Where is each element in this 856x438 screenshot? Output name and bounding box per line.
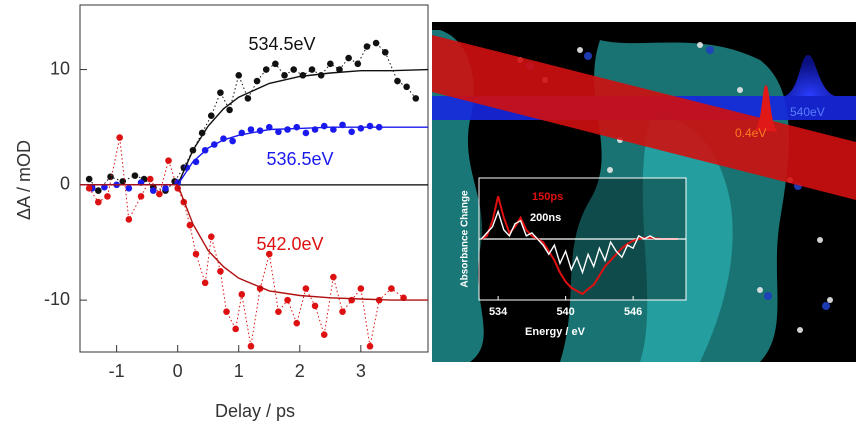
data-point xyxy=(388,285,395,292)
y-axis-label: ΔA / mOD xyxy=(14,140,34,220)
data-point xyxy=(126,185,133,192)
x-tick-label: 540 xyxy=(556,306,574,318)
series-annotation: 534.5eV xyxy=(248,34,315,54)
data-point xyxy=(95,199,102,206)
data-point xyxy=(238,291,245,298)
data-point xyxy=(303,130,310,137)
data-point xyxy=(321,331,328,338)
data-point xyxy=(245,95,252,102)
data-point xyxy=(382,49,389,56)
x-tick-label: 546 xyxy=(624,306,642,318)
data-point xyxy=(412,95,419,102)
data-point xyxy=(312,303,319,310)
data-point xyxy=(193,251,200,258)
data-point xyxy=(348,297,355,304)
data-point xyxy=(119,178,126,185)
data-point xyxy=(138,193,145,200)
data-point xyxy=(266,251,273,258)
data-point xyxy=(339,308,346,315)
y-tick-label: 0 xyxy=(60,174,70,194)
data-point xyxy=(284,297,291,304)
data-point xyxy=(232,326,239,333)
data-point xyxy=(254,78,261,85)
data-point xyxy=(373,40,380,47)
data-point xyxy=(272,60,279,67)
x-tick-label: 3 xyxy=(356,361,366,381)
data-point xyxy=(116,134,123,141)
x-tick-label: 2 xyxy=(295,361,305,381)
x-axis-label: Delay / ps xyxy=(215,401,295,421)
data-point xyxy=(330,274,337,281)
data-point xyxy=(358,125,365,132)
legend-label: 200ns xyxy=(530,212,561,224)
x-tick-label: 1 xyxy=(234,361,244,381)
x-axis-label: Energy / eV xyxy=(525,326,586,338)
data-point xyxy=(345,55,352,62)
data-point xyxy=(303,285,310,292)
y-axis-label: Absorbance Change xyxy=(460,190,471,288)
beam-label: 0.4eV xyxy=(735,126,766,140)
data-point xyxy=(162,185,169,192)
data-point xyxy=(275,308,282,315)
data-point xyxy=(86,185,93,192)
data-point xyxy=(223,308,230,315)
y-tick-label: 10 xyxy=(50,58,70,78)
dotted-line xyxy=(89,43,416,191)
data-point xyxy=(229,138,236,145)
data-point xyxy=(132,172,139,179)
data-point xyxy=(293,320,300,327)
fit-line xyxy=(80,185,428,300)
data-point xyxy=(281,72,288,79)
data-point xyxy=(358,285,365,292)
data-point xyxy=(86,176,93,183)
data-point xyxy=(208,233,215,240)
data-point xyxy=(327,60,334,67)
figure: 540eV 0.4eV Delay / ps ΔA / mOD 534.5eV … xyxy=(0,0,856,433)
data-point xyxy=(290,66,297,73)
data-point xyxy=(248,126,255,133)
data-point xyxy=(95,187,102,194)
data-point xyxy=(202,280,209,287)
data-point xyxy=(394,78,401,85)
data-point xyxy=(367,123,374,130)
data-point xyxy=(321,123,328,130)
data-point xyxy=(107,173,114,180)
data-point xyxy=(263,66,270,73)
plot-area xyxy=(80,40,428,350)
data-point xyxy=(364,43,371,50)
data-point xyxy=(104,193,111,200)
data-point xyxy=(126,216,133,223)
data-point xyxy=(165,157,172,164)
data-point xyxy=(293,124,300,131)
data-point xyxy=(208,112,215,119)
data-point xyxy=(226,107,233,114)
y-tick-label: -10 xyxy=(44,289,70,309)
data-point xyxy=(217,268,224,275)
data-point xyxy=(348,129,355,136)
series-annotation: 536.5eV xyxy=(266,149,333,169)
beam-label: 540eV xyxy=(790,105,825,119)
data-point xyxy=(235,72,242,79)
dotted-line xyxy=(89,138,403,347)
data-point xyxy=(150,187,157,194)
data-point xyxy=(318,72,325,79)
data-point xyxy=(217,89,224,96)
data-point xyxy=(309,66,316,73)
legend-label: 150ps xyxy=(532,191,563,203)
x-tick-label: -1 xyxy=(109,361,125,381)
x-tick-label: 534 xyxy=(489,306,508,318)
data-point xyxy=(403,84,410,91)
data-point xyxy=(156,191,163,198)
data-point xyxy=(248,343,255,350)
data-point xyxy=(367,343,374,350)
series-annotation: 542.0eV xyxy=(256,234,323,254)
data-point xyxy=(354,60,361,67)
data-point xyxy=(147,176,154,183)
x-tick-label: 0 xyxy=(173,361,183,381)
